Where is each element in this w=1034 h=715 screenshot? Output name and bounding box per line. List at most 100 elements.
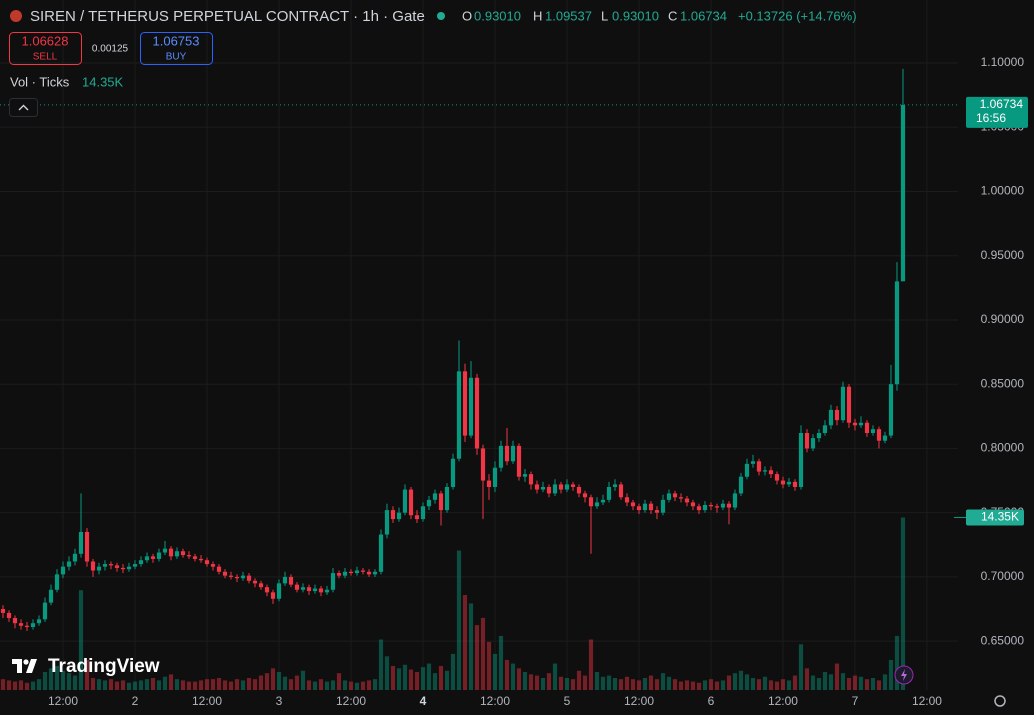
candle-body xyxy=(630,502,636,507)
volume-bar xyxy=(888,659,894,690)
x-tick-label: 2 xyxy=(132,694,139,708)
candle-body xyxy=(768,470,774,475)
candle-body xyxy=(42,602,48,620)
volume-bar xyxy=(246,677,252,690)
candle-body xyxy=(624,497,630,503)
volume-bar xyxy=(756,679,762,690)
volume-bar xyxy=(96,679,102,690)
volume-bar xyxy=(294,675,300,690)
candle-body xyxy=(72,553,78,562)
candle-body xyxy=(858,422,864,426)
c-value: 1.06734 xyxy=(680,8,727,23)
candle-body xyxy=(612,484,618,487)
candle-body xyxy=(240,575,246,579)
volume-bar xyxy=(108,679,114,690)
candle-body xyxy=(426,499,432,507)
volume-bar xyxy=(402,664,408,690)
volume-bar xyxy=(540,677,546,690)
volume-bar xyxy=(180,680,186,690)
buy-label: BUY xyxy=(166,52,187,63)
volume-bar xyxy=(240,680,246,690)
candle-body xyxy=(120,567,126,570)
volume-bar xyxy=(126,682,132,690)
candle-body xyxy=(0,609,6,613)
candle-body xyxy=(210,564,216,567)
candle-body xyxy=(762,470,768,472)
c-key: C xyxy=(668,8,677,23)
volume-bar xyxy=(594,671,600,690)
candle-body xyxy=(90,561,96,571)
volume-bar xyxy=(24,682,30,690)
volume-bar xyxy=(0,679,6,690)
volume-bar xyxy=(798,644,804,690)
volume-bar xyxy=(846,677,852,690)
volume-bar xyxy=(480,617,486,690)
volume-pane xyxy=(0,517,906,690)
y-tick-label: 0.70000 xyxy=(981,569,1025,583)
candle-body xyxy=(528,474,534,485)
candle-body xyxy=(24,625,30,628)
candle-body xyxy=(360,570,366,572)
volume-bar xyxy=(336,673,342,690)
candle-body xyxy=(792,481,798,487)
volume-bar xyxy=(354,682,360,690)
volume-bar xyxy=(732,673,738,690)
volume-bar xyxy=(558,676,564,690)
x-tick-label: 3 xyxy=(276,694,283,708)
volume-bar xyxy=(696,682,702,690)
candle-body xyxy=(48,589,54,603)
candle-body xyxy=(330,573,336,590)
candle-body xyxy=(96,566,102,571)
candle-body xyxy=(804,433,810,449)
candle-body xyxy=(474,377,480,449)
volume-bar xyxy=(810,675,816,690)
x-tick-label: 5 xyxy=(564,694,571,708)
candle-body xyxy=(588,497,594,507)
volume-bar xyxy=(552,663,558,690)
volume-bar xyxy=(600,676,606,690)
candle-body xyxy=(414,515,420,520)
volume-bar xyxy=(414,671,420,690)
l-key: L xyxy=(601,8,608,23)
buy-button[interactable] xyxy=(140,32,213,65)
x-tick-label: 12:00 xyxy=(624,694,654,708)
volume-bar xyxy=(792,675,798,690)
logo-text: TradingView xyxy=(48,656,160,677)
x-tick-label: 7 xyxy=(852,694,859,708)
volume-bar xyxy=(588,639,594,690)
volume-bar xyxy=(408,669,414,690)
candle-body xyxy=(594,502,600,507)
candle-body xyxy=(258,583,264,588)
buy-price: 1.06753 xyxy=(153,33,200,48)
logo-mark xyxy=(12,659,37,673)
axes: 12:00 2 12:00 3 12:00 4 12:00 5 12:00 6 12:00 7 12:0… xyxy=(0,55,1028,708)
change: +0.13726 (+14.76%) xyxy=(738,8,857,23)
candle-body xyxy=(618,484,624,498)
volume-bar xyxy=(666,676,672,690)
collapse-button[interactable] xyxy=(9,98,38,117)
sell-button[interactable] xyxy=(9,32,82,65)
volume-bar xyxy=(18,680,24,690)
volume-bar xyxy=(252,679,258,690)
volume-bar xyxy=(54,665,60,690)
volume-bar xyxy=(312,681,318,690)
volume-bar xyxy=(204,679,210,690)
y-tick-label: 1.00000 xyxy=(981,184,1025,198)
volume-bar xyxy=(678,681,684,690)
symbol-icon xyxy=(10,10,22,22)
volume-bar xyxy=(318,679,324,690)
candle-body xyxy=(300,587,306,590)
logo: TradingView xyxy=(12,656,160,677)
volume-bar xyxy=(324,681,330,690)
chart-title: SIREN / TETHERUS PERPETUAL CONTRACT · 1h… xyxy=(30,8,425,25)
candle-body xyxy=(192,556,198,559)
candle-body xyxy=(756,461,762,472)
settings-icon[interactable] xyxy=(994,695,1006,707)
candle-body xyxy=(396,512,402,520)
candle-body xyxy=(702,504,708,511)
candle-body xyxy=(318,588,324,593)
volume-bar xyxy=(420,667,426,690)
candle-body xyxy=(372,571,378,575)
volume-bar xyxy=(498,635,504,690)
